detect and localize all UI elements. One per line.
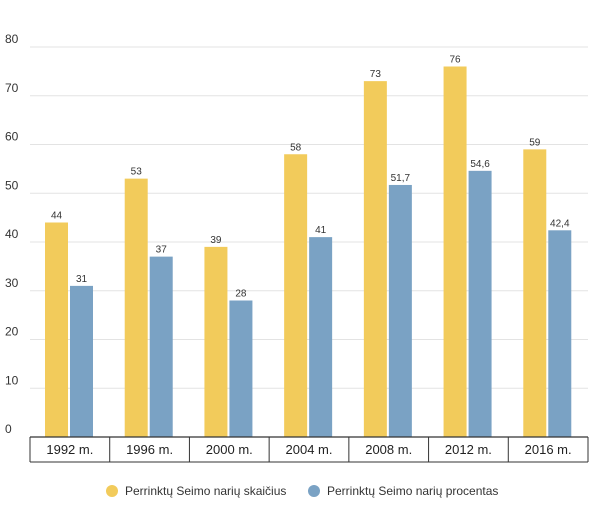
x-tick-label: 2012 m.	[445, 442, 492, 457]
bar	[149, 256, 173, 437]
bar	[204, 246, 228, 437]
x-tick-label: 1992 m.	[46, 442, 93, 457]
data-label: 76	[450, 55, 462, 66]
x-tick-label: 2008 m.	[365, 442, 412, 457]
bar	[284, 154, 308, 437]
y-tick-label: 20	[5, 325, 19, 339]
data-label: 58	[290, 142, 302, 153]
bar	[523, 149, 547, 437]
data-label: 42,4	[550, 218, 570, 229]
legend-label: Perrinktų Seimo narių skaičius	[125, 484, 286, 498]
bar	[443, 66, 467, 437]
bar	[70, 285, 93, 437]
data-label: 73	[370, 69, 382, 80]
x-tick-label: 2016 m.	[525, 442, 572, 457]
x-tick-label: 2000 m.	[206, 442, 253, 457]
data-label: 51,7	[391, 173, 411, 184]
data-label: 44	[51, 211, 63, 222]
y-tick-label: 0	[5, 422, 12, 436]
legend-label: Perrinktų Seimo narių procentas	[327, 484, 498, 498]
data-label: 59	[529, 137, 541, 148]
data-label: 28	[235, 289, 247, 300]
y-tick-label: 50	[5, 178, 19, 192]
data-label: 39	[210, 235, 222, 246]
y-tick-label: 60	[5, 130, 19, 144]
x-tick-label: 1996 m.	[126, 442, 173, 457]
data-label: 54,6	[470, 159, 490, 170]
bar	[309, 237, 333, 437]
data-label: 53	[131, 167, 143, 178]
y-tick-label: 40	[5, 227, 19, 241]
y-tick-label: 30	[5, 276, 19, 290]
bar	[124, 178, 148, 437]
y-tick-label: 10	[5, 373, 19, 387]
bar	[548, 230, 572, 437]
data-label: 37	[156, 245, 168, 256]
bar	[45, 222, 68, 437]
bar	[363, 81, 387, 437]
data-label: 31	[76, 274, 88, 285]
bar	[229, 300, 253, 437]
legend-marker	[308, 485, 320, 497]
y-tick-label: 70	[5, 81, 19, 95]
bar	[468, 170, 492, 437]
bar	[388, 184, 412, 437]
data-label: 41	[315, 225, 327, 236]
y-tick-label: 80	[5, 32, 19, 46]
legend-marker	[106, 485, 118, 497]
x-tick-label: 2004 m.	[286, 442, 333, 457]
